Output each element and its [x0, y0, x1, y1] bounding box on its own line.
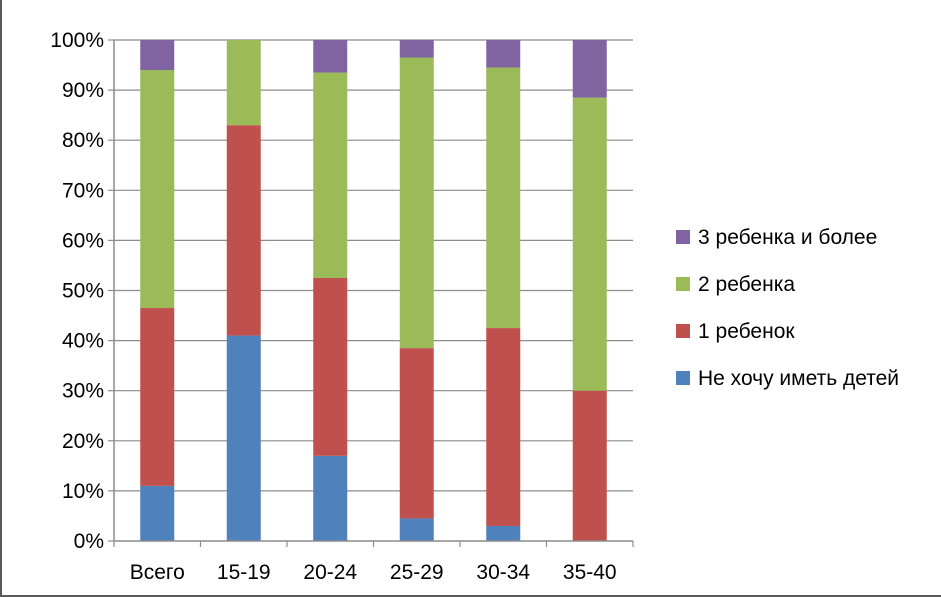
gridlines — [114, 39, 633, 492]
bar-segment — [399, 40, 434, 58]
bar-segment — [572, 390, 607, 541]
bar-segment — [572, 97, 607, 391]
y-tick-label: 30% — [62, 380, 104, 403]
bar-segment — [226, 40, 261, 126]
legend-swatch — [676, 230, 690, 244]
bar-segment — [313, 277, 348, 456]
bar-segment — [399, 57, 434, 349]
legend: 3 ребенка и более 2 ребенка 1 ребенок Не хо… — [676, 226, 899, 390]
bar-segment — [399, 518, 434, 541]
bar-segment — [486, 328, 521, 526]
y-tick-label: 0% — [74, 530, 104, 553]
legend-label: 1 ребенок — [698, 320, 795, 343]
bar-segment — [486, 67, 521, 329]
legend-swatch — [676, 277, 690, 291]
legend-swatch — [676, 371, 690, 385]
bar-segment — [313, 72, 348, 278]
bar-segment — [226, 335, 261, 541]
x-tick-label: 15-19 — [217, 561, 271, 584]
bar-segment — [226, 125, 261, 336]
legend-swatch — [676, 324, 690, 338]
y-tick-label: 70% — [62, 179, 104, 202]
x-tick-label: 20-24 — [303, 561, 357, 584]
x-tick-label: 30-34 — [476, 561, 530, 584]
legend-label: 2 ребенка — [698, 273, 795, 296]
bar-segment — [399, 348, 434, 519]
x-tick-label: 35-40 — [563, 561, 617, 584]
y-axis-ticks: 0% 10% 20% 30% 40% 50% 60% 70% 80% 90% 100% — [50, 29, 114, 553]
x-tick-label: 25-29 — [390, 561, 444, 584]
bar-segment — [572, 40, 607, 98]
y-tick-label: 90% — [62, 79, 104, 102]
bars — [140, 40, 607, 541]
bar-segment — [140, 485, 175, 541]
y-tick-label: 50% — [62, 280, 104, 303]
x-tick-label: Всего — [130, 561, 185, 584]
bar-segment — [140, 70, 175, 309]
legend-label: 3 ребенка и более — [698, 226, 877, 249]
bar-segment — [313, 40, 348, 73]
x-axis-ticks: Всего 15-19 20-24 25-29 30-34 35-40 — [113, 541, 634, 584]
bar-segment — [486, 40, 521, 68]
y-tick-label: 10% — [62, 480, 104, 503]
bar-segment — [140, 308, 175, 486]
y-tick-label: 80% — [62, 129, 104, 152]
y-tick-label: 60% — [62, 229, 104, 252]
legend-label: Не хочу иметь детей — [698, 367, 899, 390]
bar-segment — [313, 455, 348, 541]
bar-segment — [486, 525, 521, 541]
bar-segment — [140, 40, 175, 71]
y-tick-label: 40% — [62, 330, 104, 353]
y-tick-label: 100% — [50, 29, 104, 52]
y-tick-label: 20% — [62, 430, 104, 453]
